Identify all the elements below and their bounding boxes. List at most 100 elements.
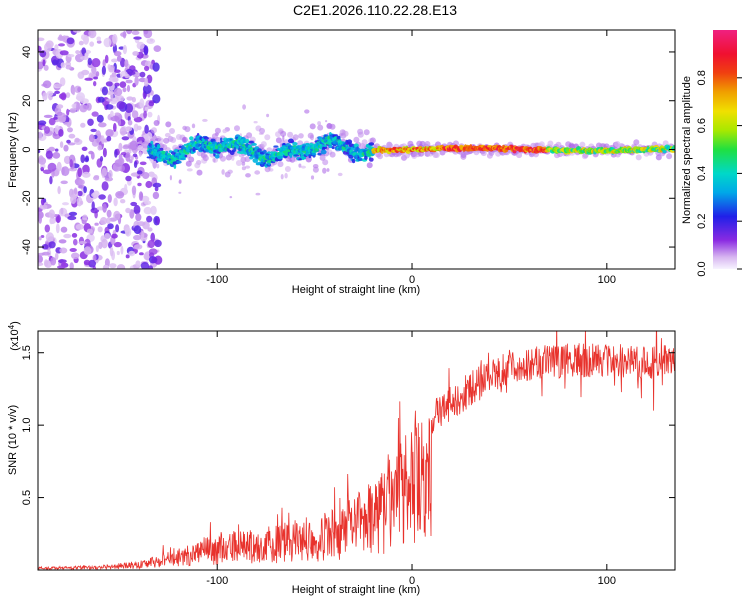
spectrogram-cell — [260, 141, 267, 148]
spectrogram-cell — [61, 166, 70, 177]
spectrogram-cell — [106, 217, 111, 224]
chart-title: C2E1.2026.110.22.28.E13 — [293, 2, 457, 18]
spectrogram-cell — [38, 214, 42, 224]
colorbar-tick-label: 0.2 — [696, 214, 708, 229]
spectrogram-cell — [169, 175, 172, 181]
spectrogram-cell — [666, 153, 673, 160]
spectrogram-cell — [132, 153, 138, 158]
spectrogram-cell — [320, 149, 327, 155]
spectrogram-cell — [66, 37, 75, 45]
spectrogram-cell — [67, 127, 73, 133]
spectrogram-cell — [51, 59, 58, 66]
spectrogram-cell — [60, 207, 64, 215]
spectrogram-cell — [40, 167, 44, 172]
spectrogram-cell — [124, 73, 130, 79]
spectrogram-cell — [146, 38, 156, 44]
spectrogram-cell — [80, 200, 84, 205]
spectrogram-cell — [111, 233, 118, 239]
spectrogram-cell — [234, 125, 240, 132]
spectrogram-cell — [98, 122, 107, 128]
spectrogram-cell — [54, 214, 58, 218]
spectrogram-cell — [126, 96, 134, 101]
spectrogram-cell — [173, 164, 177, 169]
spectrogram-cell — [78, 40, 84, 46]
spectrogram-cell — [233, 146, 237, 152]
spectrogram-cell — [57, 112, 67, 122]
spectrogram-cell — [110, 110, 114, 118]
spectrogram-cell — [169, 128, 175, 134]
spectrogram-cell — [46, 90, 54, 97]
spectrogram-cell — [333, 134, 338, 137]
spectrogram-cell — [57, 36, 66, 41]
spectrogram-cell — [114, 69, 121, 73]
spectrogram-cell — [298, 133, 304, 139]
spectrogram-cell — [50, 256, 57, 266]
spectrogram-cell — [142, 172, 150, 179]
spectrogram-cell — [48, 117, 56, 126]
spectrogram-cell — [96, 114, 104, 123]
spectrogram-cell — [453, 140, 459, 147]
spectrogram-cell — [120, 245, 124, 255]
spectrogram-cell — [144, 65, 150, 72]
spectrogram-cell — [538, 141, 545, 148]
spectrogram-cell — [78, 241, 87, 244]
spectrogram-cell — [152, 158, 157, 169]
spectrogram-cell — [45, 40, 54, 49]
spectrogram-cell — [119, 81, 127, 88]
spectrogram-cell — [49, 218, 53, 225]
spectrogram-cell — [229, 196, 233, 199]
spectrogram-cell — [54, 148, 59, 152]
spectrogram-cell — [60, 62, 66, 68]
snr-multiplier: (x104) — [7, 321, 21, 351]
spectrogram-cell — [144, 80, 149, 87]
spectrogram-cell — [38, 120, 47, 126]
spectrogram-cell — [189, 136, 194, 141]
spectrogram-cell — [136, 41, 145, 50]
spectrogram-cell — [244, 165, 251, 169]
spectrogram-cell — [144, 106, 149, 111]
spectrogram-cell — [63, 121, 72, 126]
spectrogram-cell — [108, 67, 115, 73]
spectrogram-cell — [95, 71, 100, 77]
spectrogram-cell — [322, 167, 327, 174]
spectrogram-cell — [164, 132, 171, 138]
spectrogram-cell — [135, 213, 142, 222]
spectrogram-cell — [75, 53, 84, 63]
spectrogram-cell — [108, 169, 113, 179]
spectrogram-cell — [292, 142, 298, 146]
spectrogram-cell — [63, 233, 72, 239]
spectrogram-cell — [363, 129, 370, 136]
spectrogram-cell — [59, 50, 69, 56]
spectrogram-cell — [74, 137, 80, 143]
spectrogram-cell — [133, 204, 141, 215]
spectrogram-cell — [143, 30, 149, 35]
spectrogram-cell — [215, 136, 222, 143]
spectrogram-cell — [165, 121, 172, 128]
spectrogram-cell — [122, 44, 127, 55]
spectrogram-cell — [109, 263, 117, 269]
spectrogram-cell — [65, 92, 71, 98]
spectrogram-cell — [58, 239, 67, 244]
spectrogram-cell — [173, 149, 179, 153]
spectrogram-cell — [152, 62, 160, 72]
spectrogram-cell — [351, 158, 356, 164]
spectrogram-cell — [136, 170, 143, 175]
snr-xtick-label: 0 — [409, 575, 415, 587]
spectrogram-cell — [152, 94, 161, 104]
spectrogram-cell — [90, 128, 97, 133]
spectrogram-cell — [91, 192, 97, 198]
spectrogram-cell — [73, 187, 78, 195]
spectrogram-cell — [319, 154, 326, 161]
spectrogram-cell — [241, 161, 246, 166]
spectrogram-cell — [94, 222, 99, 226]
spectrogram-cell — [151, 144, 155, 150]
spectrogram-cell — [66, 139, 71, 144]
spectrogram-cell — [115, 224, 120, 233]
spectrogram-cell — [126, 84, 131, 93]
spectrogram-cell — [96, 40, 102, 44]
spectrogram-cell — [101, 238, 108, 249]
spectrogram-cell — [38, 45, 42, 53]
spectrogram-cell — [133, 244, 143, 250]
spectrogram-cell — [329, 123, 336, 130]
spectrogram-cell — [220, 155, 226, 162]
